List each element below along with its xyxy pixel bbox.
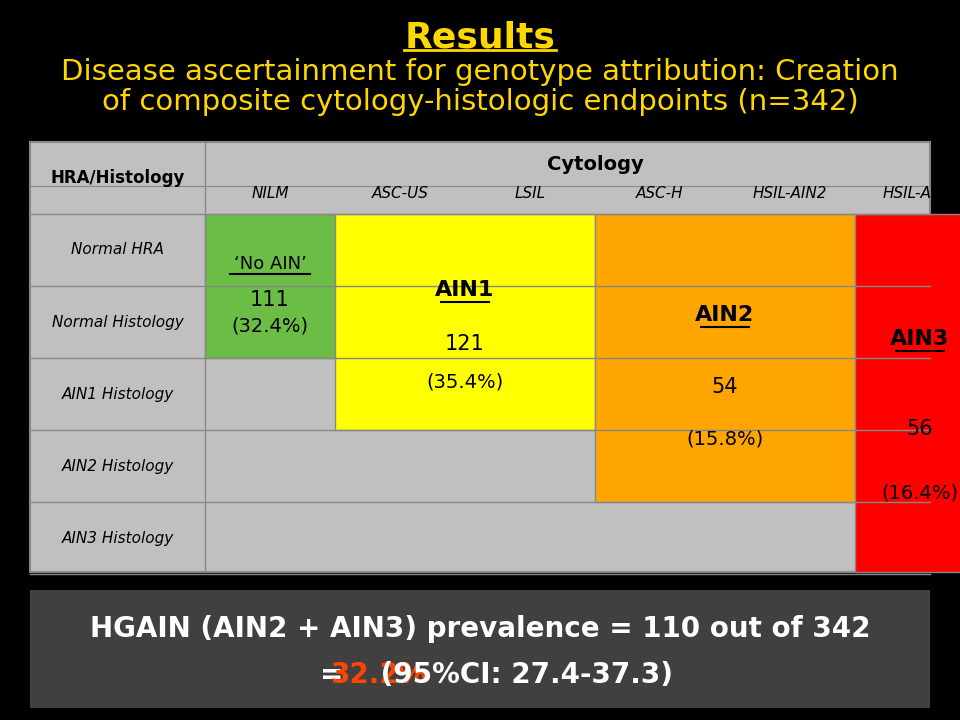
Text: HSIL-AIN2: HSIL-AIN2	[753, 186, 828, 202]
Text: AIN1 Histology: AIN1 Histology	[61, 387, 174, 402]
Text: Normal Histology: Normal Histology	[52, 315, 183, 330]
Text: (95%CI: 27.4-37.3): (95%CI: 27.4-37.3)	[371, 661, 673, 689]
Text: 56: 56	[906, 419, 933, 438]
Text: LSIL: LSIL	[515, 186, 545, 202]
Bar	[205, 214, 335, 358]
Text: ASC-US: ASC-US	[372, 186, 428, 202]
Text: (16.4%): (16.4%)	[881, 484, 959, 503]
Text: (35.4%): (35.4%)	[426, 373, 504, 392]
Text: Cytology: Cytology	[546, 155, 643, 174]
Text: ASC-H: ASC-H	[636, 186, 684, 202]
Text: AIN1: AIN1	[435, 279, 494, 300]
Text: Disease ascertainment for genotype attribution: Creation: Disease ascertainment for genotype attri…	[61, 58, 899, 86]
Text: NILM: NILM	[252, 186, 289, 202]
Bar	[30, 142, 930, 572]
Text: =: =	[320, 661, 352, 689]
Bar	[855, 214, 960, 572]
Text: of composite cytology-histologic endpoints (n=342): of composite cytology-histologic endpoin…	[102, 88, 858, 116]
Text: ‘No AIN’: ‘No AIN’	[233, 256, 306, 274]
Text: 54: 54	[711, 377, 738, 397]
Text: AIN2 Histology: AIN2 Histology	[61, 459, 174, 474]
Text: AIN3: AIN3	[890, 329, 949, 349]
Text: AIN3 Histology: AIN3 Histology	[61, 531, 174, 546]
Bar	[335, 214, 595, 430]
Text: 121: 121	[445, 333, 485, 354]
Text: HGAIN (AIN2 + AIN3) prevalence = 110 out of 342: HGAIN (AIN2 + AIN3) prevalence = 110 out…	[89, 615, 871, 643]
Text: Normal HRA: Normal HRA	[71, 243, 164, 258]
Text: 32.2%: 32.2%	[329, 661, 426, 689]
Text: 111: 111	[251, 290, 290, 310]
Text: AIN2: AIN2	[695, 305, 755, 325]
Text: HSIL-AIN3: HSIL-AIN3	[883, 186, 957, 202]
Text: (32.4%): (32.4%)	[231, 317, 308, 336]
Bar	[595, 214, 855, 502]
Text: Results: Results	[404, 21, 556, 55]
Bar	[30, 590, 930, 708]
Text: (15.8%): (15.8%)	[686, 429, 763, 448]
Text: HRA/Histology: HRA/Histology	[50, 169, 184, 187]
